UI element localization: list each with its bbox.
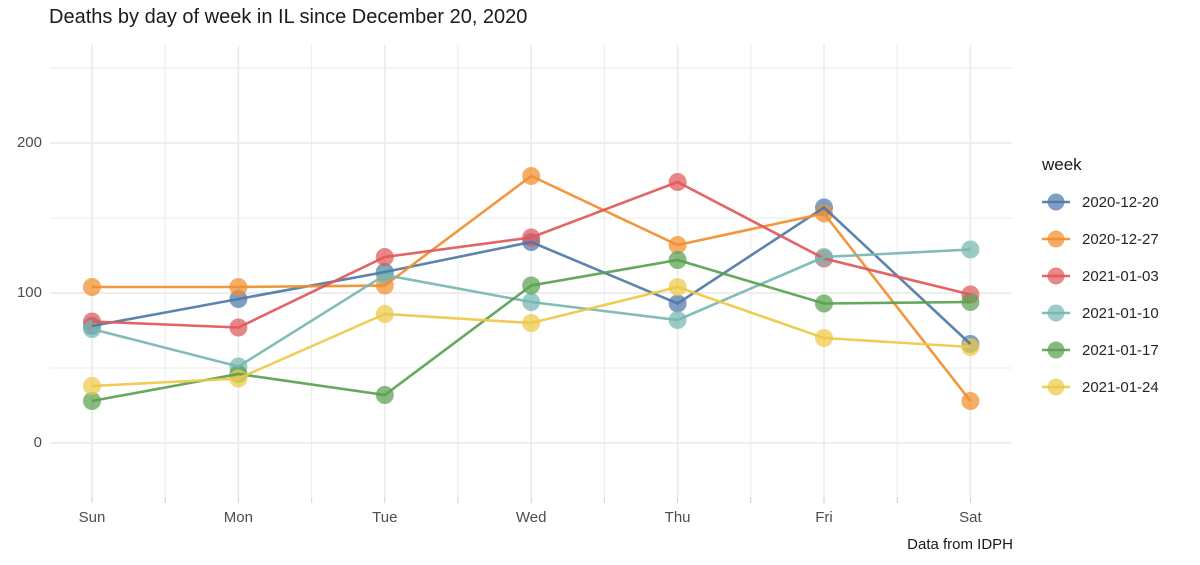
legend-item-label: 2021-01-17 xyxy=(1082,341,1159,359)
series-line-2021-01-17 xyxy=(91,258,971,403)
caption: Data from IDPH xyxy=(907,536,1013,553)
x-tick-label: Mon xyxy=(223,509,253,526)
chart-title: Deaths by day of week in IL since Decemb… xyxy=(49,6,528,28)
legend-item: 2021-01-17 xyxy=(1040,335,1200,365)
legend-item-label: 2021-01-03 xyxy=(1082,267,1159,285)
y-tick-label: 200 xyxy=(16,134,42,151)
series-line-2021-01-24 xyxy=(91,285,971,388)
x-tick-label: Wed xyxy=(515,509,547,526)
x-tick-label: Tue xyxy=(372,509,398,526)
legend-key-icon xyxy=(1042,378,1070,396)
x-tick-label: Thu xyxy=(664,509,691,526)
x-tick-label: Sun xyxy=(78,509,106,526)
legend-item: 2021-01-10 xyxy=(1040,298,1200,328)
series-line-2020-12-27 xyxy=(92,174,972,402)
legend: week 2020-12-20 2020-12-27 2021-01-03 2021-… xyxy=(1040,155,1200,409)
legend-key-icon xyxy=(1042,193,1070,211)
legend-key-icon xyxy=(1042,341,1070,359)
x-tick-label: Fri xyxy=(815,509,833,526)
legend-item-label: 2021-01-10 xyxy=(1082,304,1159,322)
legend-item: 2020-12-27 xyxy=(1040,224,1200,254)
legend-key-icon xyxy=(1042,267,1070,285)
legend-key-icon xyxy=(1042,304,1070,322)
legend-item: 2021-01-03 xyxy=(1040,261,1200,291)
legend-item: 2020-12-20 xyxy=(1040,187,1200,217)
legend-items: 2020-12-20 2020-12-27 2021-01-03 2021-01-10… xyxy=(1040,187,1200,402)
legend-item-label: 2020-12-20 xyxy=(1082,193,1159,211)
x-tick-label: Sat xyxy=(959,509,982,526)
series-line-2021-01-03 xyxy=(91,180,971,329)
gridlines-major xyxy=(50,45,1012,497)
legend-title: week xyxy=(1042,155,1082,174)
y-tick-label: 0 xyxy=(33,434,42,451)
y-tick-label: 100 xyxy=(16,284,42,301)
legend-key-icon xyxy=(1042,230,1070,248)
series-line-2021-01-10 xyxy=(91,248,971,368)
legend-item-label: 2020-12-27 xyxy=(1082,230,1159,248)
series-line-2020-12-20 xyxy=(91,205,972,345)
legend-item-label: 2021-01-24 xyxy=(1082,378,1159,396)
x-axis-ticks xyxy=(91,497,972,503)
legend-item: 2021-01-24 xyxy=(1040,372,1200,402)
